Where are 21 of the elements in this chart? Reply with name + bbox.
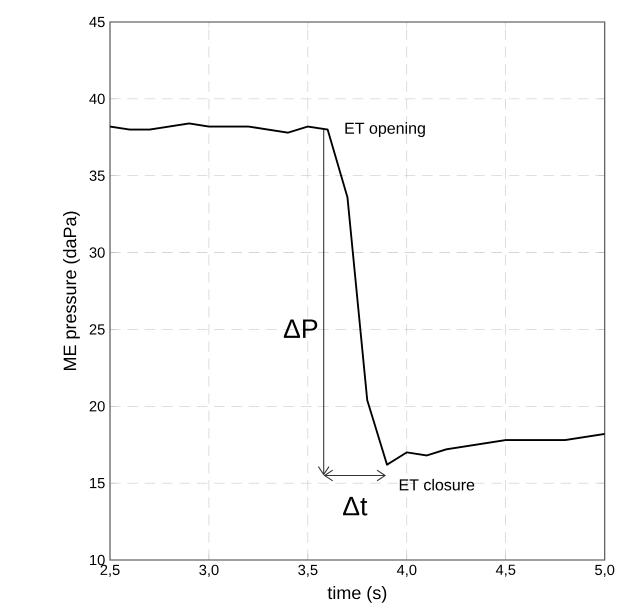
y-tick-label: 30 bbox=[90, 247, 105, 258]
x-tick-label: 5,0 bbox=[595, 564, 614, 577]
annotation: Δt bbox=[343, 496, 368, 516]
x-tick-label: 2,5 bbox=[100, 564, 120, 577]
line-series bbox=[109, 122, 606, 466]
y-tick-label: 35 bbox=[90, 170, 105, 181]
y-tick-label: 15 bbox=[90, 478, 105, 488]
x-tick-label: 3,5 bbox=[298, 564, 318, 577]
annotation: ET closure bbox=[400, 478, 474, 491]
x-tick-label: 3,0 bbox=[199, 564, 219, 577]
x-tick-label: 4,0 bbox=[396, 564, 416, 577]
y-tick-label: 25 bbox=[90, 324, 105, 335]
y-tick-label: 40 bbox=[89, 94, 105, 104]
y-tick-label: 20 bbox=[90, 401, 105, 412]
x-axis-title: time (s) bbox=[328, 586, 386, 603]
y-tick-label: 45 bbox=[89, 16, 105, 28]
annotation: ET opening bbox=[345, 122, 425, 138]
y-tick-label: 10 bbox=[90, 554, 105, 566]
annotation: ΔP bbox=[284, 319, 318, 338]
y-axis-title: ME pressure (daPa) bbox=[63, 212, 80, 370]
x-tick-label: 4,5 bbox=[496, 564, 516, 577]
